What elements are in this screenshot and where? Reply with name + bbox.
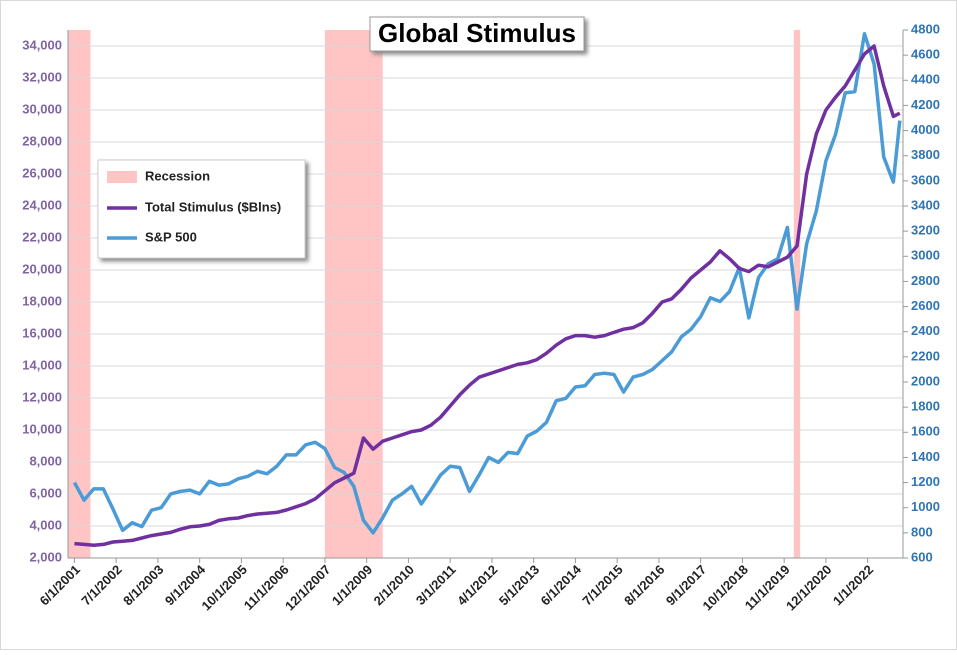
y-tick-label: 6,000	[29, 485, 62, 500]
y2-tick-label: 4800	[911, 21, 940, 36]
legend-swatch	[107, 171, 137, 183]
legend-label: Total Stimulus ($Blns)	[145, 199, 281, 214]
y-tick-label: 18,000	[22, 293, 62, 308]
y-tick-label: 22,000	[22, 229, 62, 244]
y-tick-label: 8,000	[29, 453, 62, 468]
y2-tick-label: 800	[911, 524, 933, 539]
y2-tick-label: 2400	[911, 323, 940, 338]
legend-label: S&P 500	[145, 229, 197, 244]
y-tick-label: 26,000	[22, 165, 62, 180]
recession-group	[68, 30, 801, 558]
y-tick-label: 24,000	[22, 197, 62, 212]
y-tick-label: 34,000	[22, 37, 62, 52]
y-tick-label: 32,000	[22, 69, 62, 84]
y2-tick-label: 4200	[911, 97, 940, 112]
y-tick-label: 16,000	[22, 325, 62, 340]
series-line	[72, 32, 902, 535]
chart-title: Global Stimulus	[378, 18, 576, 48]
y2-tick-label: 3400	[911, 197, 940, 212]
recession-band	[324, 30, 383, 558]
y2-tick-label: 2600	[911, 298, 940, 313]
y2-tick-label: 1000	[911, 499, 940, 514]
y2-tick-label: 3600	[911, 172, 940, 187]
y-tick-label: 2,000	[29, 549, 62, 564]
y2-tick-label: 3800	[911, 147, 940, 162]
series-line	[74, 44, 901, 547]
y-tick-label: 28,000	[22, 133, 62, 148]
y2-tick-label: 2800	[911, 273, 940, 288]
y2-tick-label: 2000	[911, 373, 940, 388]
y2-tick-label: 4400	[911, 72, 940, 87]
recession-band	[68, 30, 91, 558]
y-tick-label: 30,000	[22, 101, 62, 116]
y-tick-label: 20,000	[22, 261, 62, 276]
legend: Recession Total Stimulus ($Blns) S&P 500	[97, 159, 306, 259]
y2-tick-label: 600	[911, 549, 933, 564]
y-tick-label: 14,000	[22, 357, 62, 372]
title-box	[369, 16, 585, 52]
recession-band	[793, 30, 801, 558]
y2-tick-label: 1200	[911, 474, 940, 489]
y2-tick-label: 1400	[911, 449, 940, 464]
y2-tick-label: 2200	[911, 348, 940, 363]
y2-tick-label: 3000	[911, 248, 940, 263]
y-tick-label: 10,000	[22, 421, 62, 436]
y2-tick-label: 4600	[911, 47, 940, 62]
legend-label: Recession	[145, 168, 210, 183]
y-tick-label: 12,000	[22, 389, 62, 404]
y2-tick-label: 1800	[911, 399, 940, 414]
y2-tick-label: 1600	[911, 424, 940, 439]
y2-tick-label: 4000	[911, 122, 940, 137]
y2-tick-label: 3200	[911, 223, 940, 238]
y-tick-label: 4,000	[29, 517, 62, 532]
